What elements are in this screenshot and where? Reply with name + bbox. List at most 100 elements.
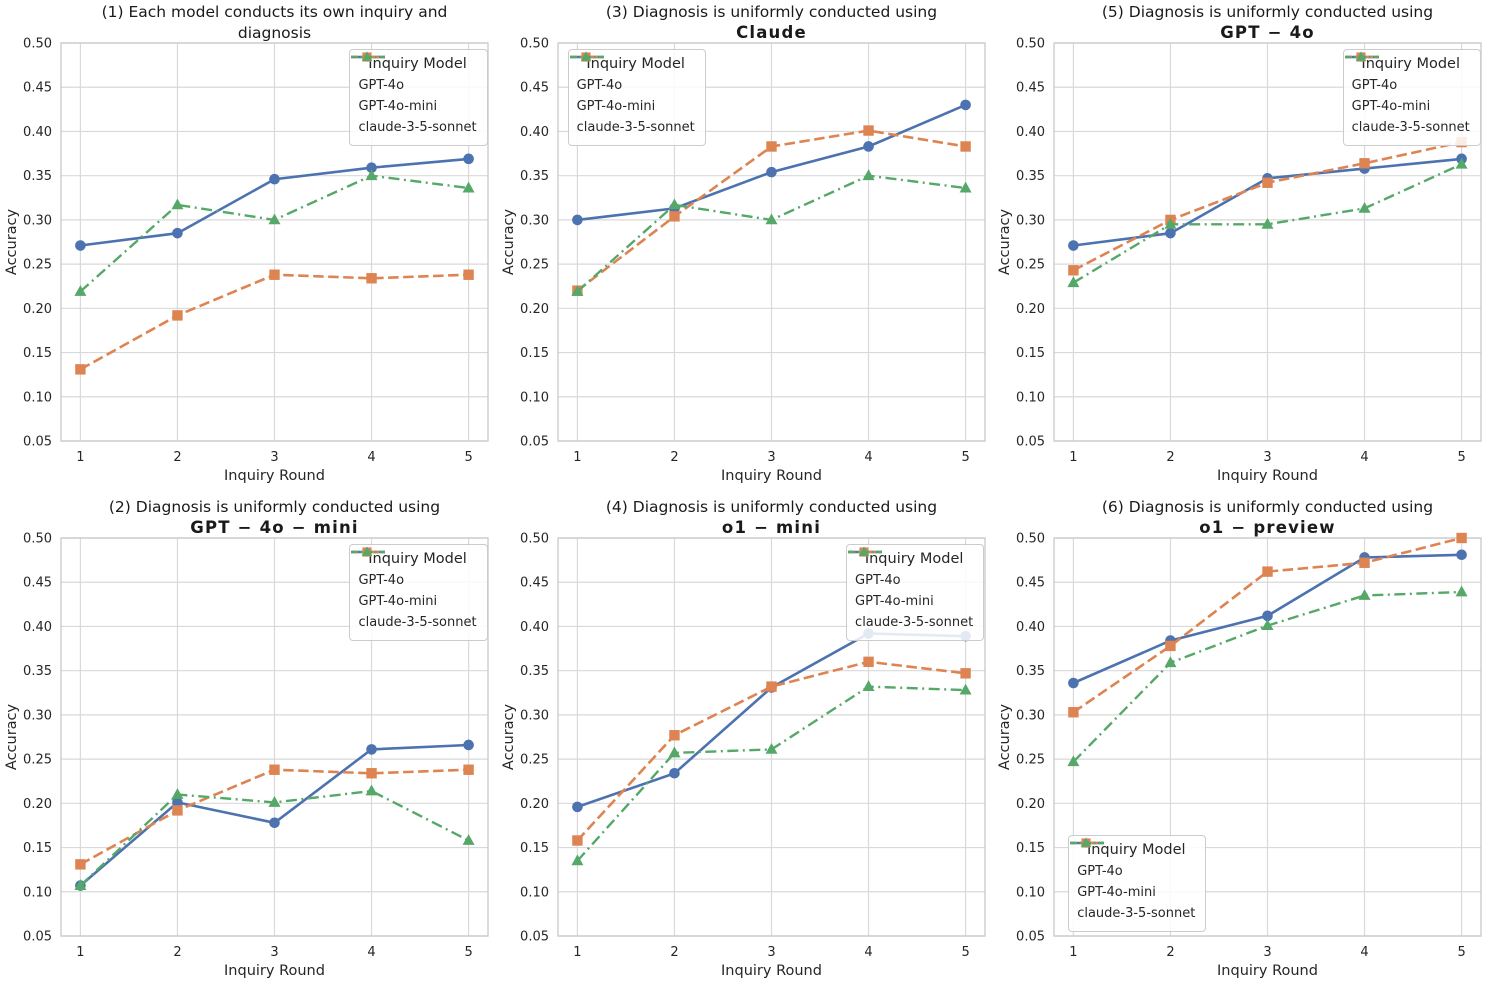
y-tick-label: 0.40 bbox=[23, 620, 52, 635]
marker-square bbox=[269, 764, 280, 775]
marker-square bbox=[366, 768, 377, 779]
panel-title-line1: (4) Diagnosis is uniformly conducted usi… bbox=[605, 498, 936, 516]
y-tick-label: 0.20 bbox=[520, 797, 549, 812]
marker-circle bbox=[75, 240, 86, 251]
marker-circle bbox=[571, 214, 583, 226]
x-tick-label: 1 bbox=[76, 450, 84, 465]
marker-square bbox=[862, 125, 874, 136]
y-tick-label: 0.30 bbox=[520, 708, 549, 723]
y-axis-label: Accuracy bbox=[997, 208, 1013, 275]
y-axis-label: Accuracy bbox=[501, 208, 517, 275]
panel-title-line2: o1 − mini bbox=[722, 518, 821, 537]
y-tick-label: 0.10 bbox=[23, 390, 52, 405]
legend-title: Inquiry Model bbox=[368, 56, 467, 72]
x-tick-label: 4 bbox=[367, 450, 375, 465]
x-tick-label: 5 bbox=[961, 945, 969, 960]
marker-square bbox=[172, 310, 183, 321]
plot-svg-5: 0.05 0.10 0.15 0.20 0.25 0.30 0.35 0.40 0.45 0.50… bbox=[997, 3, 1482, 484]
marker-square bbox=[1165, 640, 1176, 652]
marker-triangle bbox=[1355, 51, 1366, 61]
y-tick-label: 0.35 bbox=[23, 169, 52, 184]
marker-triangle bbox=[1164, 217, 1177, 229]
y-tick-label: 0.35 bbox=[520, 169, 549, 184]
series-line-claude-3-5-sonnet bbox=[1072, 163, 1463, 284]
axes-spines bbox=[556, 42, 986, 442]
y-tick-label: 0.10 bbox=[520, 885, 549, 900]
y-tick-label: 0.45 bbox=[23, 576, 52, 591]
y-tick-label: 0.15 bbox=[520, 346, 549, 361]
marker-triangle bbox=[858, 546, 870, 556]
x-tick-label: 3 bbox=[270, 450, 278, 465]
y-tick-label: 0.45 bbox=[520, 576, 549, 591]
y-tick-label: 0.30 bbox=[23, 213, 52, 228]
marker-square bbox=[1262, 177, 1273, 188]
legend-entry-GPT-4o: GPT-4o bbox=[848, 547, 973, 591]
x-tick-label: 2 bbox=[670, 945, 678, 960]
marker-square bbox=[1068, 707, 1079, 718]
marker-circle bbox=[366, 744, 377, 755]
marker-triangle bbox=[1261, 217, 1274, 229]
legend-label: GPT-4o bbox=[576, 78, 623, 93]
marker-square bbox=[172, 805, 183, 816]
x-tick-label: 3 bbox=[270, 945, 278, 960]
y-tick-label: 0.05 bbox=[520, 435, 549, 450]
legend-label: GPT-4o bbox=[1077, 864, 1123, 879]
legend-title: Inquiry Model bbox=[1086, 842, 1186, 858]
marker-triangle bbox=[74, 285, 87, 296]
panel-title-line1: (6) Diagnosis is uniformly conducted usi… bbox=[1102, 498, 1433, 516]
legend-box: Inquiry Model GPT-4o GPT-4o-mini claude-3-5… bbox=[567, 49, 706, 146]
marker-circle bbox=[668, 767, 680, 779]
y-tick-label: 0.10 bbox=[1016, 390, 1045, 405]
marker-circle bbox=[571, 801, 583, 813]
marker-triangle bbox=[571, 285, 584, 296]
x-tick-label: 4 bbox=[1361, 450, 1369, 465]
y-tick-label: 0.20 bbox=[23, 797, 52, 812]
x-axis-label: Inquiry Round bbox=[721, 468, 822, 484]
panel-title-line2: o1 − preview bbox=[1199, 518, 1336, 537]
legend-label: GPT-4o-mini bbox=[855, 594, 934, 609]
x-tick-label: 3 bbox=[767, 945, 775, 960]
y-tick-label: 0.10 bbox=[23, 885, 52, 900]
marker-square bbox=[571, 835, 583, 846]
series-line-GPT-4o-mini bbox=[576, 660, 966, 842]
marker-triangle bbox=[74, 879, 87, 890]
legend-box: Inquiry Model GPT-4o GPT-4o-mini claude-3-5… bbox=[1342, 49, 1481, 146]
panel-title-line1: (5) Diagnosis is uniformly conducted usi… bbox=[1102, 3, 1433, 21]
x-tick-label: 5 bbox=[464, 945, 472, 960]
axes-spines bbox=[556, 537, 986, 937]
chart-panel-2: 0.05 0.10 0.15 0.20 0.25 0.30 0.35 0.40 0.45 0.50… bbox=[0, 495, 497, 990]
y-tick-label: 0.15 bbox=[23, 841, 52, 856]
marker-triangle bbox=[268, 796, 281, 807]
legend-sample-line bbox=[351, 51, 386, 61]
marker-triangle bbox=[1067, 755, 1080, 767]
panel-title-line1: (1) Each model conducts its own inquiry … bbox=[102, 3, 448, 21]
x-tick-label: 2 bbox=[670, 450, 678, 465]
plot-svg-6: 0.05 0.10 0.15 0.20 0.25 0.30 0.35 0.40 0.45 0.50… bbox=[997, 498, 1482, 979]
chart-panel-5: 0.05 0.10 0.15 0.20 0.25 0.30 0.35 0.40 0.45 0.50… bbox=[993, 0, 1490, 495]
marker-triangle bbox=[862, 680, 875, 691]
chart-panel-3: 0.05 0.10 0.15 0.20 0.25 0.30 0.35 0.40 0.45 0.50… bbox=[497, 0, 994, 495]
y-tick-label: 0.25 bbox=[1016, 258, 1045, 273]
y-tick-label: 0.35 bbox=[1016, 664, 1045, 679]
y-tick-label: 0.30 bbox=[520, 213, 549, 228]
legend-label: claude-3-5-sonnet bbox=[358, 615, 477, 630]
marker-triangle bbox=[862, 169, 875, 181]
panel-title-line1: (2) Diagnosis is uniformly conducted usi… bbox=[109, 498, 440, 516]
marker-triangle bbox=[362, 51, 373, 61]
x-tick-label: 5 bbox=[961, 450, 969, 465]
x-tick-label: 5 bbox=[1458, 945, 1466, 960]
marker-triangle bbox=[1455, 157, 1468, 169]
marker-square bbox=[765, 141, 777, 152]
marker-square bbox=[1359, 158, 1370, 169]
marker-circle bbox=[172, 797, 183, 808]
marker-square bbox=[765, 681, 777, 692]
x-axis-label: Inquiry Round bbox=[1217, 468, 1318, 484]
y-tick-label: 0.15 bbox=[1016, 346, 1045, 361]
marker-triangle bbox=[1067, 276, 1080, 288]
y-tick-label: 0.35 bbox=[520, 664, 549, 679]
y-tick-label: 0.50 bbox=[1016, 37, 1045, 52]
y-axis-label: Accuracy bbox=[997, 703, 1013, 770]
legend-sample-line bbox=[848, 546, 883, 556]
y-tick-label: 0.40 bbox=[1016, 125, 1045, 140]
